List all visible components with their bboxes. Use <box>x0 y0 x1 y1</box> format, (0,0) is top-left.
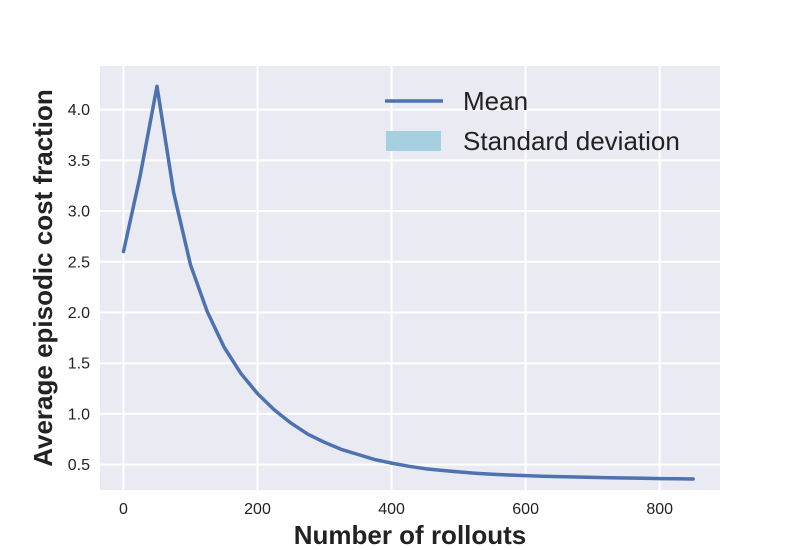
series-line-mean <box>121 84 695 481</box>
y-tick-label: 2.5 <box>68 254 90 271</box>
legend-mean-label: Mean <box>463 86 528 116</box>
legend: Mean Standard deviation <box>385 86 680 156</box>
legend-std-label: Standard deviation <box>463 126 680 156</box>
x-tick-label: 200 <box>244 501 271 518</box>
y-tick-label: 3.0 <box>68 204 90 221</box>
x-tick-label: 600 <box>512 501 539 518</box>
y-tick-label: 1.5 <box>68 356 90 373</box>
y-tick-label: 2.0 <box>68 305 90 322</box>
x-axis-label: Number of rollouts <box>294 520 527 550</box>
x-tick-labels: 0 200 400 600 800 <box>119 501 673 518</box>
y-tick-label: 0.5 <box>68 457 90 474</box>
y-axis-label: Average episodic cost fraction <box>28 89 58 467</box>
y-tick-label: 1.0 <box>68 406 90 423</box>
y-tick-label: 4.0 <box>68 102 90 119</box>
x-tick-label: 0 <box>119 501 128 518</box>
x-tick-label: 800 <box>646 501 673 518</box>
series-layer <box>121 84 695 481</box>
x-tick-label: 400 <box>378 501 405 518</box>
y-tick-label: 3.5 <box>68 153 90 170</box>
legend-std-swatch <box>386 131 441 151</box>
y-tick-labels: 0.5 1.0 1.5 2.0 2.5 3.0 3.5 4.0 <box>68 102 90 474</box>
